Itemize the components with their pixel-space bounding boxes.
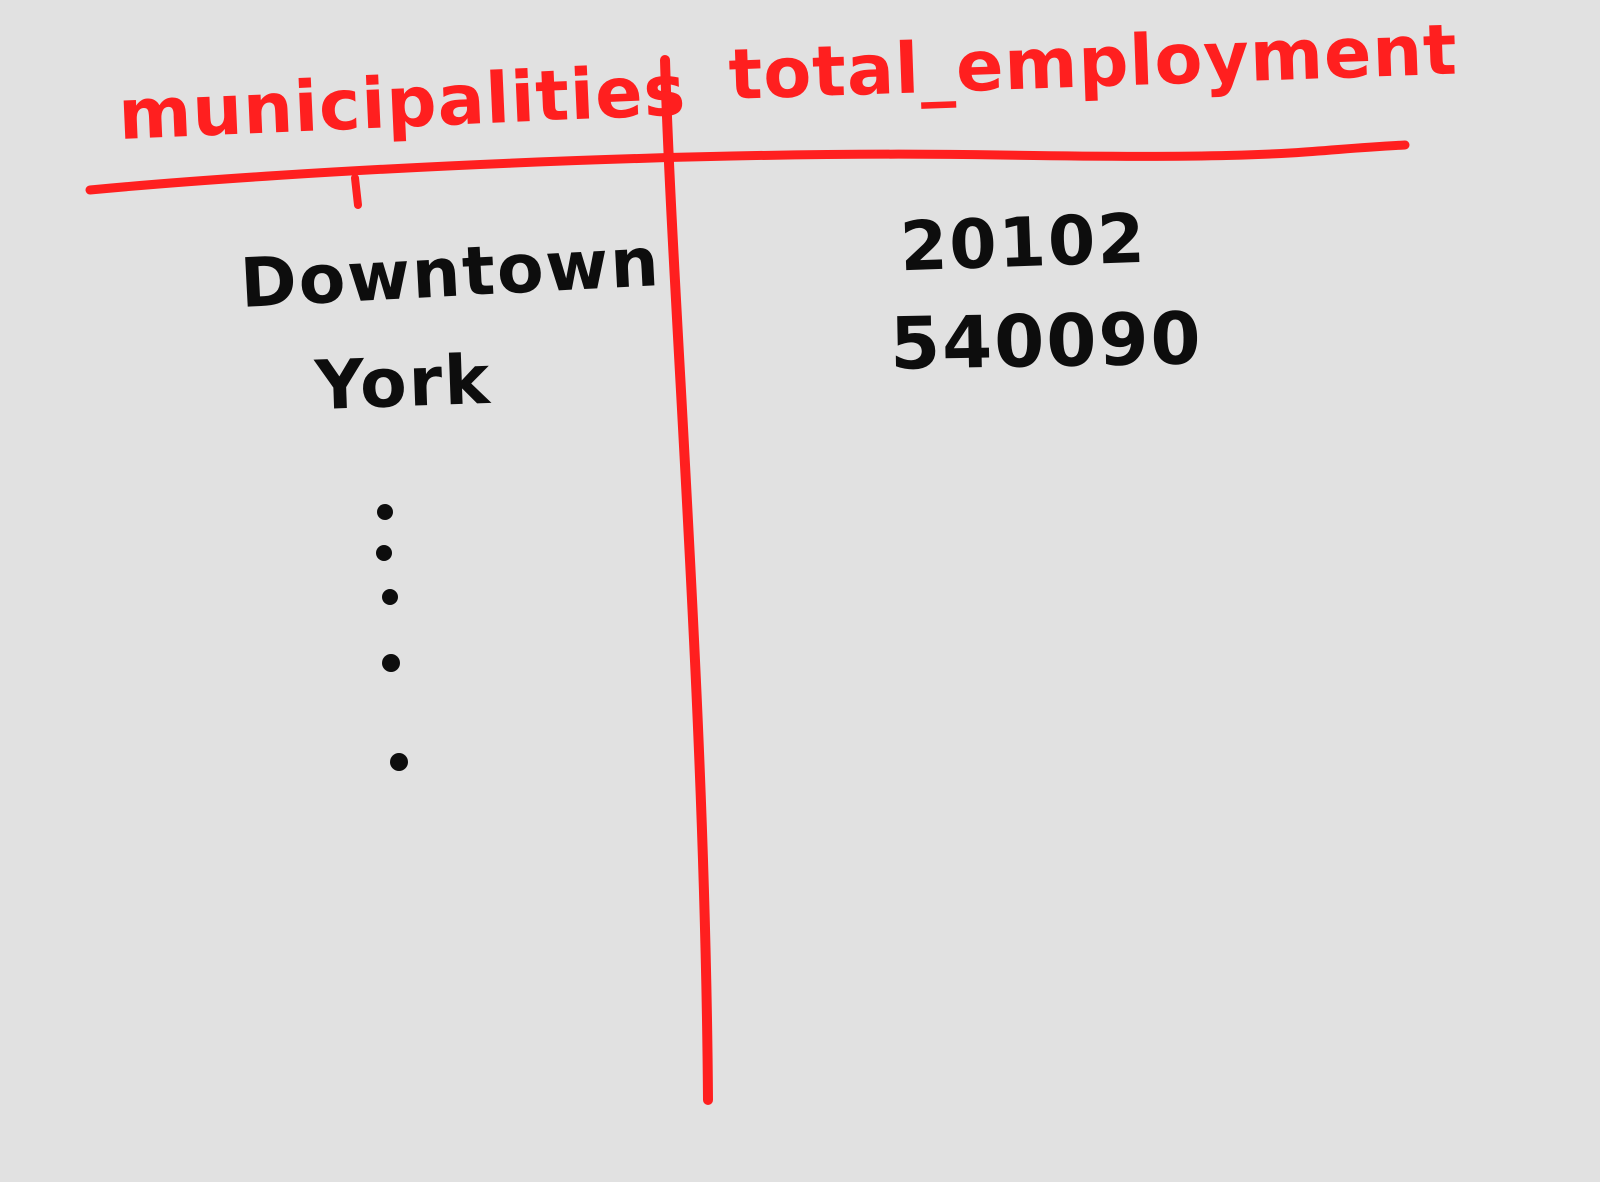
header-rule [85,140,1410,195]
continuation-dot [382,654,400,672]
header-tick [351,174,362,209]
continuation-dots [376,504,408,771]
table-cell-total-employment: 20102 [898,199,1148,288]
continuation-dot [382,589,398,605]
continuation-dot [376,545,392,561]
continuation-dot [390,753,408,771]
column-divider [660,55,713,1105]
table-cell-municipality: York [313,340,493,427]
table-cell-total-employment: 540090 [889,296,1204,386]
continuation-dot [377,504,393,520]
